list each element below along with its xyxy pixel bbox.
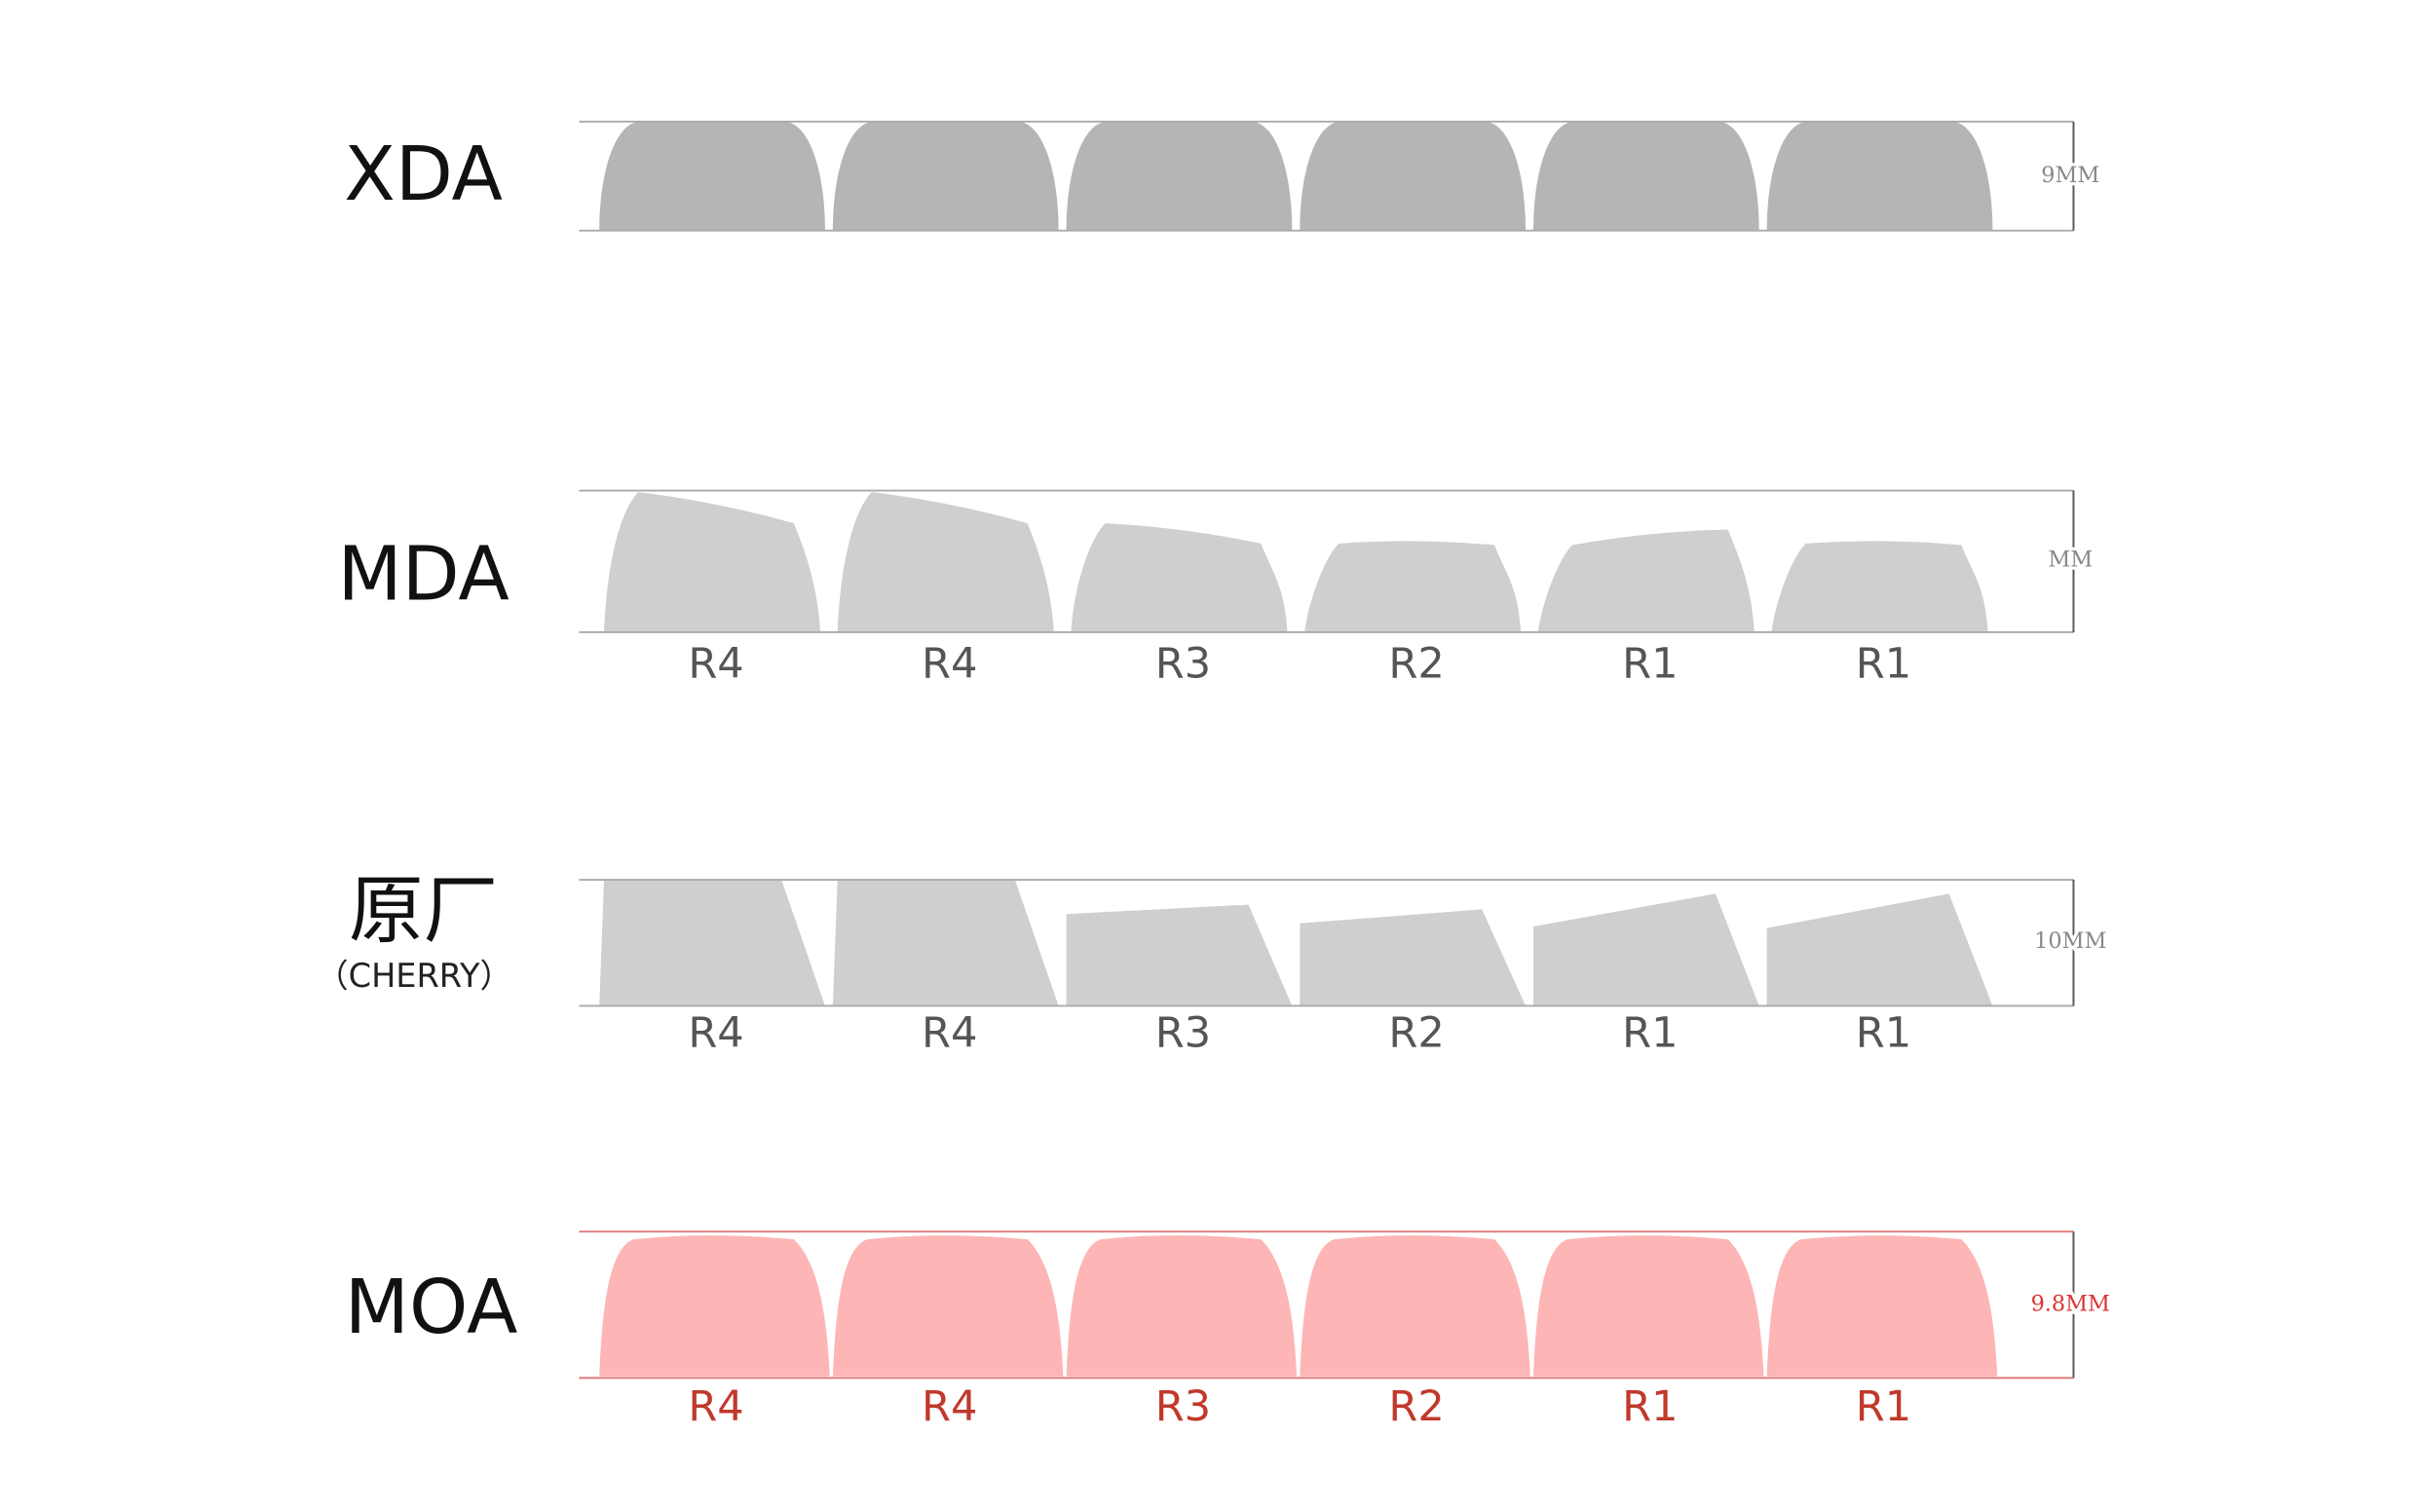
row-label: R4 [688, 1008, 743, 1057]
row-label: R1 [1856, 1382, 1911, 1431]
profile-name: 原厂 [349, 868, 498, 955]
profile-name: MOA [345, 1265, 518, 1351]
keycap [1766, 1235, 1998, 1377]
row-label: R4 [922, 640, 977, 689]
profile-row: 原厂（CHERRY） 10MM R4 R4 R3 R2 R1 R1 [316, 868, 2109, 1058]
keycap [599, 121, 825, 231]
keycap [832, 880, 1059, 1006]
keycap [832, 121, 1059, 231]
height-label: MM [2048, 547, 2093, 572]
keycap [599, 1235, 830, 1377]
height-label: 10MM [2034, 928, 2106, 954]
row-label: R1 [1622, 1008, 1678, 1057]
keycap [1771, 541, 1988, 632]
row-label: R4 [688, 1382, 743, 1431]
row-label: R4 [688, 640, 743, 689]
row-label: R4 [922, 1008, 977, 1057]
row-label: R1 [1622, 640, 1678, 689]
profile-row: MDA MM R4 R4 R3 R2 R1 R1 [337, 489, 2095, 689]
row-label: R1 [1622, 1382, 1678, 1431]
keycap [1066, 904, 1293, 1006]
keycap [1532, 893, 1759, 1006]
row-label: R2 [1388, 1382, 1444, 1431]
keycap [599, 880, 825, 1006]
keycap [1071, 523, 1288, 632]
profile-row: MOA 9.8MM R4 R4 R3 R2 R1 R1 [345, 1230, 2113, 1431]
row-label: R2 [1388, 1008, 1444, 1057]
keycap [837, 492, 1054, 632]
keycap [1532, 121, 1759, 231]
row-label: R3 [1155, 640, 1211, 689]
keycap [604, 492, 821, 632]
row-label: R4 [922, 1382, 977, 1431]
height-label: 9MM [2041, 163, 2099, 188]
height-label: 9.8MM [2031, 1291, 2110, 1316]
keycap [1766, 121, 1993, 231]
keycap [832, 1235, 1064, 1377]
keycap [1300, 121, 1526, 231]
keycap [1537, 529, 1755, 632]
profile-name: XDA [344, 132, 503, 218]
keycap [1300, 1235, 1530, 1377]
keycap [1066, 121, 1293, 231]
profile-subname: （CHERRY） [316, 957, 512, 995]
keycap [1304, 541, 1522, 632]
row-label: R1 [1856, 1008, 1911, 1057]
row-label: R3 [1155, 1382, 1211, 1431]
row-label: R2 [1388, 640, 1444, 689]
profile-row: XDA 9MM [344, 120, 2102, 232]
row-label: R3 [1155, 1008, 1211, 1057]
keycap [1766, 893, 1993, 1006]
keycap [1532, 1235, 1764, 1377]
keycap [1066, 1235, 1298, 1377]
profile-name: MDA [337, 532, 509, 619]
keycap [1300, 909, 1526, 1006]
row-label: R1 [1856, 640, 1911, 689]
